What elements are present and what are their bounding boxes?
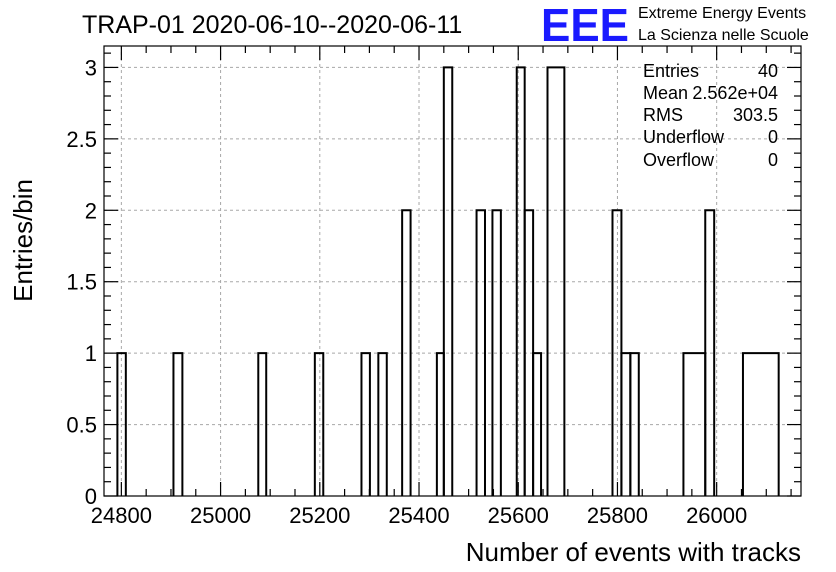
- stats-underflow-value: 0: [768, 127, 778, 147]
- histogram-bin: [257, 352, 268, 496]
- logo-line-2: La Scienza nelle Scuole: [638, 27, 809, 44]
- y-tick-label: 0: [85, 484, 97, 509]
- x-tick-label: 25600: [488, 503, 549, 528]
- y-tick-label: 2: [85, 198, 97, 223]
- logo-line-1: Extreme Energy Events: [638, 5, 806, 22]
- histogram-bin: [442, 66, 454, 496]
- plot-frame: [103, 45, 802, 497]
- x-tick-label: 25000: [190, 503, 251, 528]
- histogram-bin: [532, 352, 543, 496]
- stats-rms-label: RMS: [643, 105, 683, 125]
- histogram-bin: [313, 352, 325, 496]
- histogram-bin: [546, 66, 566, 496]
- stats-overflow-label: Overflow: [643, 150, 715, 170]
- histogram-bin: [491, 209, 502, 496]
- stats-underflow-label: Underflow: [643, 127, 725, 147]
- x-tick-labels: 24800 25000 25200 25400 25600 25800 26000: [91, 503, 747, 528]
- y-tick-label: 2.5: [66, 127, 97, 152]
- x-tick-label: 26000: [686, 503, 747, 528]
- y-tick-label: 1.5: [66, 270, 97, 295]
- stats-entries-label: Entries: [643, 61, 699, 81]
- stats-entries-value: 40: [758, 61, 778, 81]
- histogram-bin: [172, 352, 184, 496]
- y-tick-labels: 0 0.5 1 1.5 2 2.5 3: [66, 55, 97, 509]
- histogram-bin: [401, 209, 412, 496]
- stats-mean-value: 2.562e+04: [692, 83, 778, 103]
- y-tick-label: 0.5: [66, 413, 97, 438]
- logo-mark: EEE: [541, 0, 629, 51]
- x-tick-label: 25200: [289, 503, 350, 528]
- histogram-bin: [360, 352, 371, 496]
- histogram-bin: [475, 209, 486, 496]
- histogram-bin: [629, 352, 640, 496]
- stats-rms-value: 303.5: [733, 105, 778, 125]
- eee-logo: EEE Extreme Energy Events La Scienza nel…: [541, 0, 809, 51]
- x-tick-label: 25400: [388, 503, 449, 528]
- x-axis-label: Number of events with tracks: [466, 537, 801, 567]
- histogram-bin: [377, 352, 388, 496]
- axes: [103, 45, 802, 497]
- histogram-bin: [704, 209, 716, 496]
- stats-box: Entries 40 Mean 2.562e+04 RMS 303.5 Unde…: [643, 61, 778, 170]
- stats-mean-label: Mean: [643, 83, 688, 103]
- stats-overflow-value: 0: [768, 150, 778, 170]
- y-tick-label: 3: [85, 55, 97, 80]
- x-tick-label: 25800: [587, 503, 648, 528]
- y-axis-label: Entries/bin: [8, 179, 38, 302]
- histogram-bin: [741, 352, 780, 496]
- y-tick-label: 1: [85, 341, 97, 366]
- x-tick-label: 24800: [91, 503, 152, 528]
- chart-title: TRAP-01 2020-06-10--2020-06-11: [82, 11, 462, 39]
